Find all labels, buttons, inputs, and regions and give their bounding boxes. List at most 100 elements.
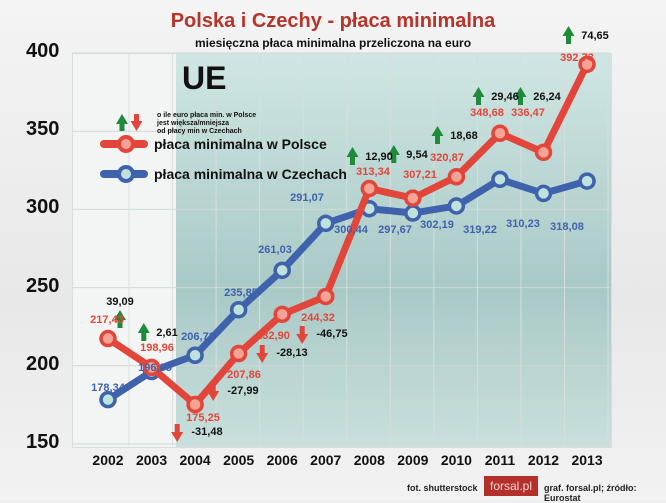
difference-label: 39,09 xyxy=(106,296,134,308)
point-polska-2008 xyxy=(360,179,379,198)
label-czechy: 235,85 xyxy=(224,287,258,299)
label-czechy: 291,07 xyxy=(290,192,324,204)
point-polska-2013 xyxy=(578,55,596,74)
x-tick-label: 2006 xyxy=(266,452,298,468)
legend-item-czechy: płaca minimalna w Czechach xyxy=(100,165,347,183)
point-czechy-2006 xyxy=(273,261,291,280)
point-polska-2007 xyxy=(317,287,335,306)
arrow-up-icon xyxy=(472,87,485,105)
legend-item-polska: płaca minimalna w Polsce xyxy=(100,135,327,153)
point-czechy-2002 xyxy=(99,390,117,409)
label-czechy: 178,34 xyxy=(91,382,125,394)
label-czechy: 302,19 xyxy=(420,219,454,231)
arrow-down-icon xyxy=(296,326,309,344)
point-polska-2006 xyxy=(273,305,291,324)
difference-label: 74,65 xyxy=(581,30,609,42)
point-polska-2003 xyxy=(142,358,161,377)
arrow-up-icon xyxy=(137,323,150,341)
label-czechy: 319,22 xyxy=(463,224,497,236)
x-tick-label: 2009 xyxy=(397,452,429,468)
label-polska: 207,86 xyxy=(227,369,261,381)
arrow-down-icon xyxy=(171,424,184,442)
y-tick-label: 400 xyxy=(26,40,60,62)
point-czechy-2011 xyxy=(491,170,509,189)
x-tick-label: 2010 xyxy=(440,452,472,468)
arrow-up-icon xyxy=(514,87,527,105)
label-polska: 232,90 xyxy=(256,330,290,342)
label-czechy: 206,73 xyxy=(181,331,215,343)
arrow-up-icon xyxy=(346,147,359,165)
x-tick-label: 2008 xyxy=(353,452,385,468)
label-polska: 307,21 xyxy=(403,169,437,181)
label-czechy: 196,35 xyxy=(138,362,172,374)
label-czechy: 318,08 xyxy=(550,221,584,233)
label-czechy: 297,67 xyxy=(378,224,412,236)
difference-label: 9,54 xyxy=(406,149,428,161)
point-czechy-2012 xyxy=(534,184,553,203)
point-czechy-2009 xyxy=(404,204,422,222)
arrow-note: o ile euro płaca min. w Polsce jest więks… xyxy=(157,112,257,135)
arrow-up-icon xyxy=(431,126,444,144)
y-tick-label: 150 xyxy=(26,431,60,453)
point-czechy-2010 xyxy=(447,197,466,215)
x-tick-label: 2012 xyxy=(527,452,560,468)
point-czechy-2013 xyxy=(578,172,596,190)
x-tick-label: 2003 xyxy=(135,452,168,468)
label-polska: 348,68 xyxy=(470,107,504,119)
difference-label: 29,46 xyxy=(491,91,519,103)
line-czechy xyxy=(106,175,588,403)
label-polska: 217,43 xyxy=(90,314,124,326)
label-polska: 313,34 xyxy=(356,166,390,178)
point-czechy-2005 xyxy=(229,300,248,319)
difference-label: 18,68 xyxy=(450,130,478,142)
arrow-down-icon xyxy=(207,383,220,401)
label-polska: 244,32 xyxy=(301,312,335,324)
y-tick-label: 200 xyxy=(26,352,60,375)
point-polska-2010 xyxy=(447,168,466,186)
x-tick-label: 2013 xyxy=(571,452,603,468)
x-tick-label: 2011 xyxy=(484,452,516,468)
point-polska-2002 xyxy=(99,329,117,348)
point-polska-2005 xyxy=(229,344,248,363)
arrow-down-icon xyxy=(256,345,269,363)
y-tick-label: 300 xyxy=(26,196,60,219)
legend-swatch-polska xyxy=(100,135,148,153)
point-czechy-2007 xyxy=(317,214,335,233)
x-tick-label: 2005 xyxy=(223,452,255,468)
point-polska-2004 xyxy=(186,395,204,414)
forsal-logo: forsal.pl xyxy=(484,476,538,496)
arrow-up-icon xyxy=(562,26,575,44)
point-polska-2011 xyxy=(491,124,509,143)
label-polska: 198,96 xyxy=(140,342,174,354)
difference-label: 26,24 xyxy=(533,91,561,103)
chart-subtitle: miesięczna płaca minimalna przeliczona n… xyxy=(194,36,472,50)
x-tick-label: 2007 xyxy=(310,452,342,468)
source-credit: graf. forsal.pl; źródło: Eurostat xyxy=(544,483,637,503)
label-polska: 336,47 xyxy=(511,107,545,119)
difference-label: -28,13 xyxy=(276,347,308,359)
legend-swatch-czechy xyxy=(100,165,148,183)
difference-label: -46,75 xyxy=(316,328,348,340)
x-tick-label: 2002 xyxy=(92,452,124,468)
point-polska-2009 xyxy=(404,189,422,207)
ue-annotation: UE xyxy=(182,60,227,96)
y-tick-label: 350 xyxy=(26,118,60,141)
photo-credit: fot. shutterstock xyxy=(407,483,478,493)
label-polska: 392,73 xyxy=(560,52,594,64)
arrow-up-icon xyxy=(114,310,126,328)
label-polska: 175,25 xyxy=(186,412,220,424)
point-polska-2012 xyxy=(534,143,553,162)
label-polska: 320,87 xyxy=(430,152,464,164)
difference-label: 12,90 xyxy=(365,151,393,163)
photo-backdrop xyxy=(176,54,611,447)
y-tick-label: 250 xyxy=(26,274,60,297)
difference-label: 2,61 xyxy=(156,327,178,339)
label-czechy: 310,23 xyxy=(506,218,540,230)
difference-label: -27,99 xyxy=(227,385,259,397)
label-czechy: 261,03 xyxy=(258,244,292,256)
label-czechy: 300,44 xyxy=(334,224,368,236)
chart-title: Polska i Czechy - płaca minimalna xyxy=(170,10,496,32)
x-tick-label: 2004 xyxy=(179,452,211,468)
point-czechy-2004 xyxy=(186,346,204,365)
